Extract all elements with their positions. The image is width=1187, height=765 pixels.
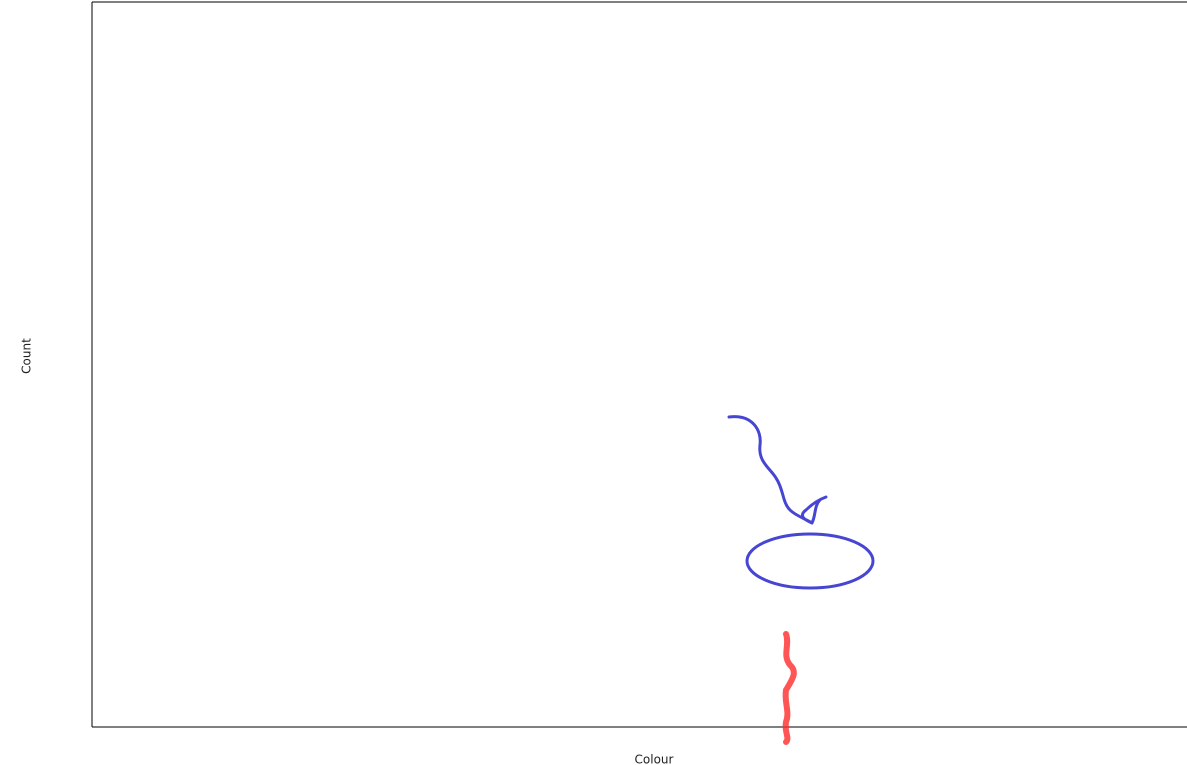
x-axis-label: Colour [635, 753, 674, 765]
drawn-mark [782, 631, 797, 745]
y-axis-label: Count [20, 338, 34, 374]
drawn-arrow [727, 415, 828, 525]
drawn-circle [745, 532, 875, 590]
